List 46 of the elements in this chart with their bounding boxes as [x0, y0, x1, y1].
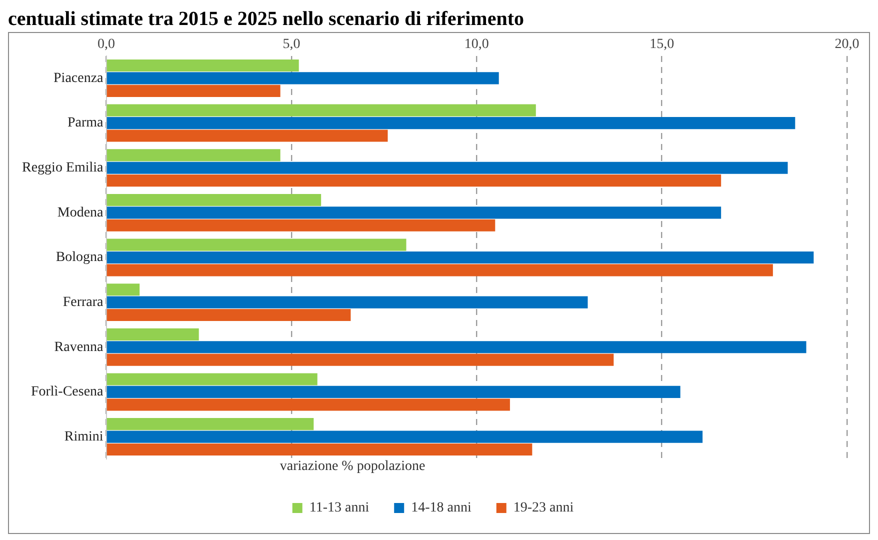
y-tick-label: Modena: [57, 205, 104, 220]
bar: [106, 72, 499, 84]
bar: [106, 354, 614, 366]
legend-title: variazione % popolazione: [280, 458, 426, 474]
bar: [106, 328, 199, 340]
bar: [106, 373, 318, 386]
legend-label: 14-18 anni: [411, 500, 472, 516]
bar: [106, 251, 814, 264]
bar: [106, 104, 536, 116]
bar: [106, 174, 722, 187]
legend-label: 11-13 anni: [309, 500, 370, 516]
y-tick-label: Ravenna: [54, 340, 104, 355]
chart-title: centuali stimate tra 2015 e 2025 nello scenario di riferimento: [8, 8, 525, 30]
bar: [106, 149, 280, 162]
bar: [106, 194, 322, 206]
bar: [106, 418, 314, 430]
y-tick-label: Piacenza: [54, 70, 104, 86]
y-tick-label: Reggio Emilia: [22, 160, 104, 176]
bar: [106, 386, 680, 398]
legend-label: 19-23 anni: [513, 500, 574, 516]
y-tick-label: Parma: [68, 116, 104, 131]
y-tick-label: Forlì-Cesena: [30, 384, 104, 400]
bar: [106, 443, 532, 456]
y-tick-label: Bologna: [56, 250, 104, 266]
x-tick-label: 5,0: [282, 37, 300, 52]
bar: [106, 296, 588, 308]
bar: [106, 219, 496, 232]
bar: [106, 238, 406, 251]
bar: [106, 430, 703, 443]
y-tick-label: Ferrara: [62, 294, 104, 310]
bar: [106, 308, 351, 322]
y-tick-label: Rimini: [64, 429, 104, 444]
bar: [106, 59, 299, 72]
x-tick-label: 15,0: [650, 37, 674, 52]
bar: [106, 84, 280, 97]
bar: [106, 117, 796, 130]
bar: [106, 341, 806, 354]
bar: [106, 264, 773, 276]
x-tick-label: 20,0: [834, 37, 860, 52]
bar: [106, 162, 788, 174]
x-tick-label: 0,0: [98, 37, 116, 52]
bar: [106, 284, 140, 296]
bar: [106, 398, 510, 411]
bar: [106, 130, 388, 142]
x-tick-label: 10,0: [464, 37, 489, 52]
bar: [106, 206, 722, 219]
